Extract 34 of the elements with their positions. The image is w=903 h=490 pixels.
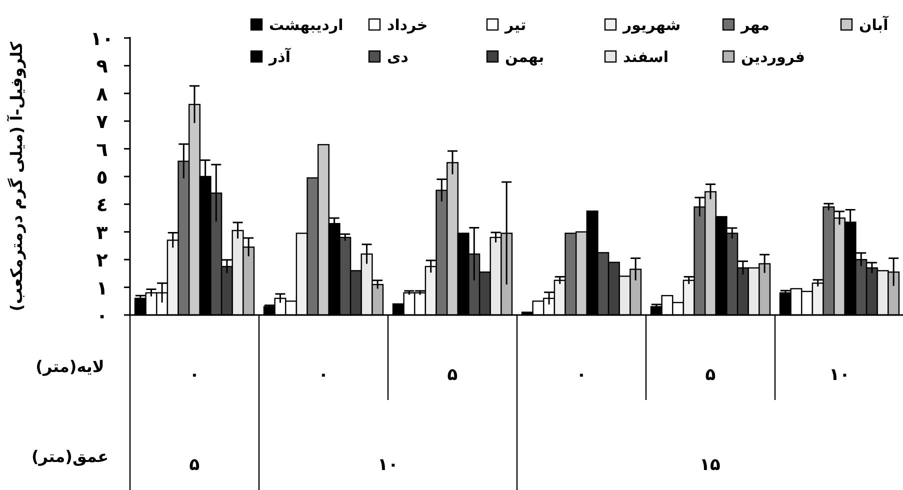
x-tick-label: ۰ xyxy=(318,365,329,385)
x-tick-label: ۰ xyxy=(189,365,200,385)
y-tick-label: ۲ xyxy=(96,250,108,272)
legend-label: آبان xyxy=(859,15,890,34)
text: ۱۵ xyxy=(700,455,720,475)
x-tick-label: ۱۰ xyxy=(829,365,850,385)
y-tick-label: ۱۰ xyxy=(90,28,114,50)
y-tick-label: ۱ xyxy=(96,277,108,300)
text: عمق(متر) xyxy=(31,447,109,466)
legend-label: اسفند xyxy=(623,48,668,66)
legend-label: بهمن xyxy=(505,48,544,66)
legend-label: آذر xyxy=(268,47,292,66)
y-tick-label: ٦ xyxy=(96,138,108,161)
x-tick-label: ۵ xyxy=(447,365,458,385)
y-tick-label: ۸ xyxy=(96,83,108,106)
legend-label: دی xyxy=(387,48,409,66)
x-tick-label: ۰ xyxy=(576,365,587,385)
text: ۵ xyxy=(189,455,200,475)
y-tick-label: ٥ xyxy=(96,166,108,188)
text: ۱۰ xyxy=(378,455,398,475)
legend-label: خرداد xyxy=(387,16,428,34)
legend-label: اردیبهشت xyxy=(269,16,344,34)
y-tick-label: ۹ xyxy=(96,56,108,78)
legend-label: شهریور xyxy=(622,16,681,34)
y-tick-label: ۳ xyxy=(96,222,108,244)
legend-label: تیر xyxy=(504,16,526,34)
y-tick-label: ٤ xyxy=(96,194,108,216)
y-axis-title: کلروفیل-آ (میلی گرم درمترمکعب) xyxy=(6,41,26,312)
legend-label: مهر xyxy=(740,16,770,34)
y-tick-label: ۷ xyxy=(96,111,108,134)
x-tick-label: ۵ xyxy=(705,365,716,385)
y-tick-label: ۰ xyxy=(96,305,108,327)
legend-label: فروردین xyxy=(741,48,805,66)
x-axis-title: لایه(متر) xyxy=(36,357,104,376)
